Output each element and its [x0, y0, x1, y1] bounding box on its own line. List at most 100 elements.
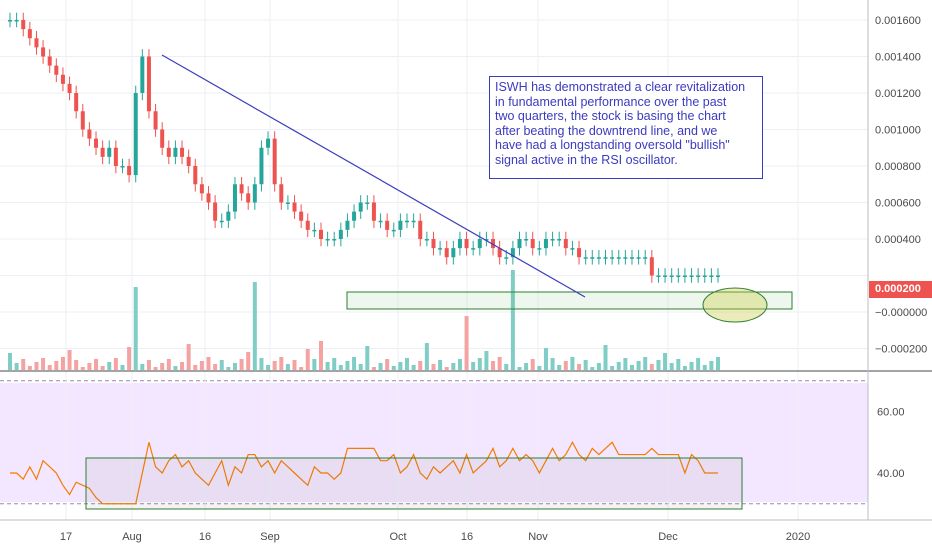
volume-bar — [54, 361, 59, 370]
price-bar — [140, 56, 145, 93]
price-bar — [557, 239, 562, 241]
volume-bar — [338, 365, 343, 370]
price-bar — [312, 229, 317, 232]
price-bar — [682, 275, 687, 277]
price-bar — [497, 248, 502, 258]
volume-bar — [550, 358, 555, 370]
price-bar — [603, 257, 608, 259]
price-bar — [563, 239, 568, 249]
price-bar — [358, 202, 363, 212]
volume-bar — [259, 358, 264, 370]
price-bar — [689, 275, 694, 277]
volume-bar — [213, 364, 218, 370]
price-bar — [570, 248, 575, 250]
price-bar — [127, 166, 132, 176]
volume-bar — [603, 345, 608, 370]
time-tick-label: Nov — [528, 531, 548, 543]
price-bar — [471, 248, 476, 250]
volume-bar — [34, 362, 39, 370]
volume-bar — [616, 362, 621, 370]
time-tick-label: Aug — [122, 531, 142, 543]
price-tick-label: 0.001200 — [875, 88, 921, 100]
volume-bar — [199, 361, 204, 370]
volume-bar — [345, 361, 350, 370]
volume-bar — [643, 357, 648, 370]
volume-bar — [246, 352, 251, 370]
volume-bar — [146, 360, 151, 370]
price-bar — [113, 147, 118, 166]
time-tick-label: 16 — [199, 531, 211, 543]
volume-bar — [60, 357, 65, 370]
price-bar — [87, 129, 92, 139]
price-bar — [629, 257, 634, 259]
price-tick-label: 0.000600 — [875, 198, 921, 210]
volume-bar — [557, 365, 562, 370]
price-bar — [47, 56, 52, 66]
volume-bar — [398, 362, 403, 370]
volume-bar — [94, 359, 99, 370]
volume-bar — [663, 353, 668, 370]
volume-bar — [285, 364, 290, 370]
price-bar — [418, 220, 423, 239]
price-bar — [153, 111, 158, 130]
volume-bar — [424, 343, 429, 370]
price-bar — [550, 239, 555, 241]
price-bar — [365, 202, 370, 204]
price-bar — [405, 220, 410, 223]
price-bar — [656, 275, 661, 277]
volume-bar — [530, 359, 535, 370]
price-bar — [438, 248, 443, 250]
volume-bar — [537, 366, 542, 370]
volume-bar — [702, 365, 707, 370]
price-bar — [292, 202, 297, 212]
price-bar — [299, 211, 304, 221]
price-bar — [643, 257, 648, 259]
price-bar — [146, 56, 151, 112]
price-bar — [623, 257, 628, 259]
volume-bar — [716, 357, 720, 370]
volume-bar — [629, 365, 634, 370]
price-bar — [583, 257, 588, 259]
volume-bar — [676, 359, 681, 370]
volume-bar — [689, 362, 694, 370]
volume-bar — [74, 360, 79, 370]
time-tick-label: 17 — [60, 531, 72, 543]
price-bar — [186, 156, 191, 166]
volume-bar — [120, 365, 125, 370]
current-price-badge: 0.000200 — [869, 281, 932, 298]
price-bar — [160, 129, 165, 148]
price-bar — [133, 93, 138, 176]
rsi-line — [10, 440, 718, 505]
price-bar — [451, 248, 456, 258]
volume-bar — [696, 358, 701, 370]
price-bar — [27, 29, 32, 39]
downtrend-line — [161, 54, 586, 298]
volume-bar — [292, 360, 297, 370]
volume-bar — [583, 360, 588, 370]
volume-bar — [127, 347, 132, 370]
volume-bar — [100, 366, 105, 370]
analysis-note: ISWH has demonstrated a clear revitaliza… — [489, 76, 763, 179]
price-bar — [166, 147, 171, 157]
price-bar — [325, 239, 330, 241]
price-bar — [74, 93, 79, 112]
volume-bar — [27, 366, 32, 370]
volume-bar — [451, 363, 456, 370]
time-tick-label: 2020 — [786, 531, 810, 543]
price-bar — [266, 138, 271, 148]
volume-bar — [299, 367, 304, 370]
volume-bar — [457, 359, 462, 370]
volume-bar — [649, 364, 654, 370]
price-bar — [54, 65, 59, 75]
price-bar — [504, 257, 509, 259]
price-bar — [378, 220, 383, 223]
volume-bar — [133, 287, 138, 370]
volume-bar — [497, 357, 502, 370]
volume-bar — [358, 364, 363, 370]
price-bar — [530, 239, 535, 249]
price-bar — [80, 111, 85, 130]
highlight-ellipse — [702, 287, 768, 323]
price-bar — [199, 184, 204, 194]
price-bar — [272, 138, 277, 185]
price-bar — [173, 147, 178, 157]
